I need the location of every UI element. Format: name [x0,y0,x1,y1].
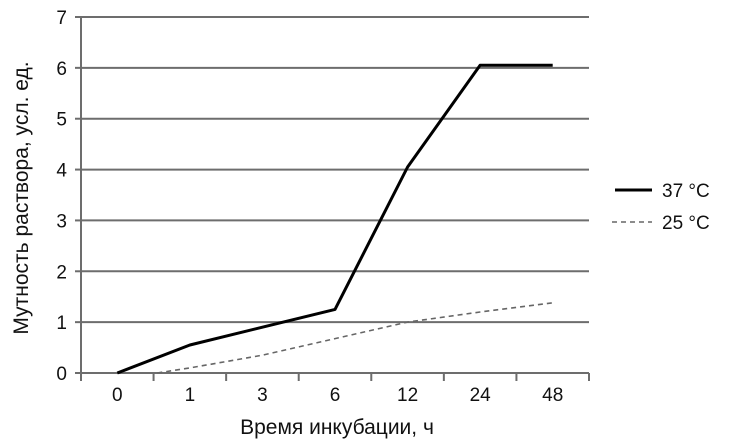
x-tick-label: 1 [185,385,196,406]
y-tick-label: 6 [56,59,67,80]
x-tick-label: 12 [397,385,418,406]
legend-label-25c: 25 °C [662,213,710,234]
x-axis-title: Время инкубации, ч [240,416,434,439]
series-line-25c [157,302,553,374]
y-tick-label: 0 [56,364,67,385]
axes [75,16,590,381]
y-tick-labels: 0 1 2 3 4 5 6 7 [56,8,67,385]
y-tick-label: 3 [56,211,67,232]
legend-label-37c: 37 °C [662,181,710,202]
y-axis-title: Мутность раствора, усл. ед. [10,61,33,334]
x-tick-label: 24 [470,385,492,406]
x-tick-label: 48 [542,385,563,406]
x-tick-label: 0 [112,385,123,406]
y-tick-label: 1 [56,313,67,334]
gridlines [81,16,589,324]
y-tick-label: 5 [56,110,67,131]
y-tick-label: 2 [56,262,67,283]
x-tick-label: 6 [330,385,341,406]
series-lines [116,63,553,375]
legend: 37 °C 25 °C [612,181,710,234]
series-line-37c [116,63,553,375]
x-tick-labels: 0 1 3 6 12 24 48 [112,385,563,406]
y-tick-label: 7 [56,8,67,29]
y-tick-label: 4 [56,161,67,182]
x-tick-label: 3 [257,385,268,406]
